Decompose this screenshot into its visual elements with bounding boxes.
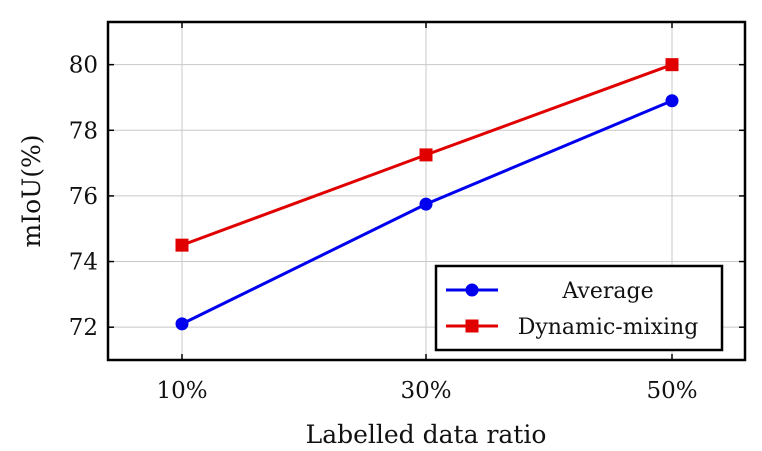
data-point-square xyxy=(665,58,679,72)
y-tick-label: 78 xyxy=(69,118,98,144)
x-tick-label: 50% xyxy=(646,378,697,404)
y-tick-label: 72 xyxy=(69,315,98,341)
y-tick-label: 80 xyxy=(69,53,98,79)
x-axis-label: Labelled data ratio xyxy=(306,420,547,449)
y-tick-label: 76 xyxy=(69,184,98,210)
legend-entry: Average xyxy=(446,279,654,304)
legend-label: Average xyxy=(561,279,653,304)
x-tick-label: 30% xyxy=(400,378,451,404)
legend-marker-circle xyxy=(465,283,479,297)
legend-label: Dynamic-mixing xyxy=(518,315,699,340)
data-point-circle xyxy=(175,317,189,331)
grid-lines xyxy=(108,22,745,360)
axes: 72 74 76 78 80 10% 30% 50% xyxy=(69,20,747,404)
x-tick-label: 10% xyxy=(156,378,207,404)
data-point-square xyxy=(175,238,189,252)
legend: Average Dynamic-mixing xyxy=(434,264,724,352)
y-tick-label: 74 xyxy=(69,250,98,276)
data-point-square xyxy=(419,148,433,162)
data-point-circle xyxy=(419,197,433,211)
series-group xyxy=(175,58,679,331)
plot-frame xyxy=(106,20,747,362)
data-point-circle xyxy=(665,94,679,108)
legend-marker-square xyxy=(465,319,479,333)
y-axis-label: mIoU(%) xyxy=(17,135,46,248)
series-average xyxy=(175,94,679,331)
legend-box xyxy=(434,264,724,352)
series-dynamic-mixing xyxy=(175,58,679,252)
legend-entry: Dynamic-mixing xyxy=(446,315,698,340)
